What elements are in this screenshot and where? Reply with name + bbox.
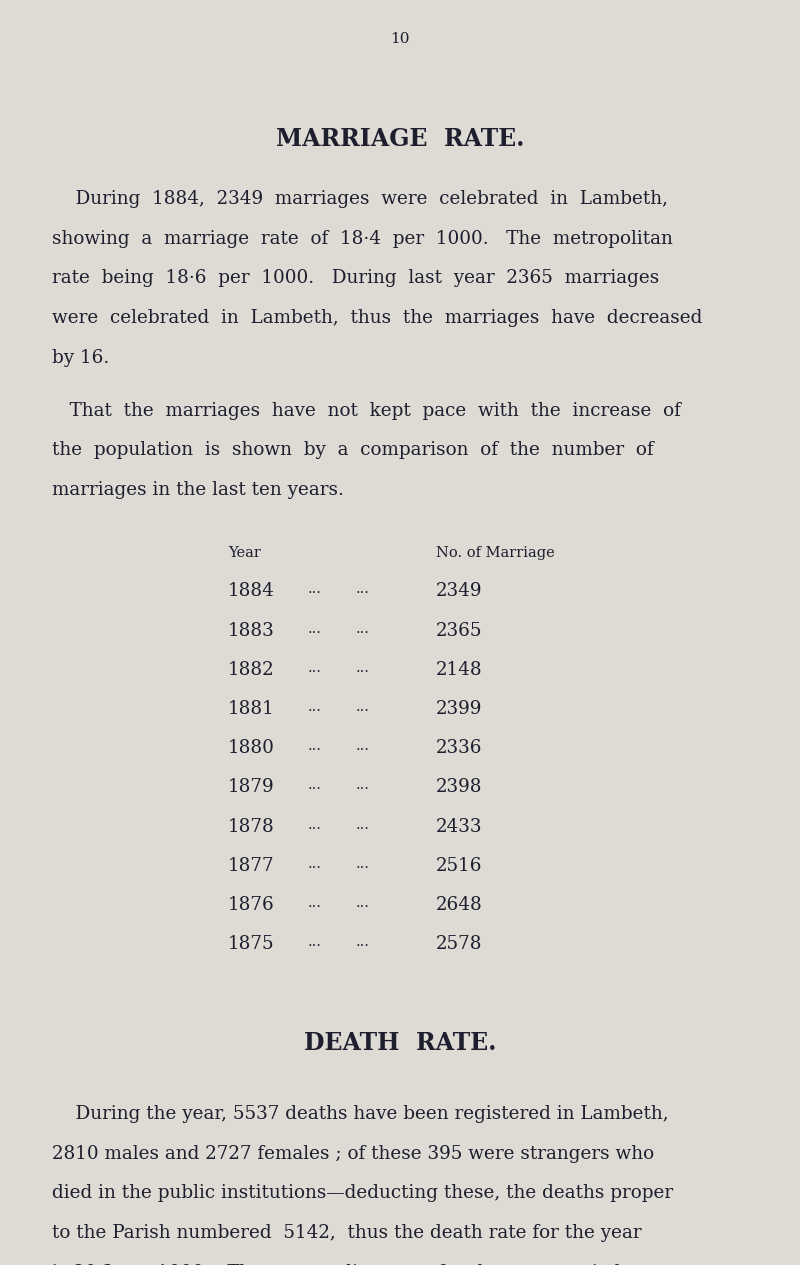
Text: 2433: 2433: [436, 817, 482, 836]
Text: 2336: 2336: [436, 739, 482, 758]
Text: 2148: 2148: [436, 660, 482, 679]
Text: ...: ...: [308, 935, 322, 949]
Text: 1884: 1884: [228, 582, 275, 601]
Text: 1879: 1879: [228, 778, 274, 797]
Text: died in the public institutions—deducting these, the deaths proper: died in the public institutions—deductin…: [52, 1184, 673, 1203]
Text: During  1884,  2349  marriages  were  celebrated  in  Lambeth,: During 1884, 2349 marriages were celebra…: [52, 190, 668, 207]
Text: 2810 males and 2727 females ; of these 395 were strangers who: 2810 males and 2727 females ; of these 3…: [52, 1145, 654, 1163]
Text: ...: ...: [308, 660, 322, 674]
Text: 10: 10: [390, 32, 410, 46]
Text: by 16.: by 16.: [52, 349, 110, 367]
Text: 1882: 1882: [228, 660, 274, 679]
Text: 2398: 2398: [436, 778, 482, 797]
Text: 1876: 1876: [228, 896, 274, 915]
Text: ...: ...: [308, 896, 322, 910]
Text: ...: ...: [308, 778, 322, 792]
Text: That  the  marriages  have  not  kept  pace  with  the  increase  of: That the marriages have not kept pace wi…: [52, 401, 681, 420]
Text: ...: ...: [308, 621, 322, 635]
Text: 2365: 2365: [436, 621, 482, 640]
Text: ...: ...: [308, 856, 322, 870]
Text: 1877: 1877: [228, 856, 274, 875]
Text: 2399: 2399: [436, 700, 482, 719]
Text: 2349: 2349: [436, 582, 482, 601]
Text: No. of Marriage: No. of Marriage: [436, 546, 554, 560]
Text: ...: ...: [308, 817, 322, 831]
Text: the  population  is  shown  by  a  comparison  of  the  number  of: the population is shown by a comparison …: [52, 441, 654, 459]
Text: marriages in the last ten years.: marriages in the last ten years.: [52, 481, 344, 500]
Text: During the year, 5537 deaths have been registered in Lambeth,: During the year, 5537 deaths have been r…: [52, 1104, 669, 1123]
Text: rate  being  18·6  per  1000.   During  last  year  2365  marriages: rate being 18·6 per 1000. During last ye…: [52, 269, 659, 287]
Text: ...: ...: [356, 700, 370, 713]
Text: ...: ...: [356, 817, 370, 831]
Text: ...: ...: [356, 582, 370, 596]
Text: ...: ...: [356, 896, 370, 910]
Text: ...: ...: [356, 856, 370, 870]
Text: ...: ...: [308, 700, 322, 713]
Text: 1881: 1881: [228, 700, 274, 719]
Text: ...: ...: [356, 660, 370, 674]
Text: ...: ...: [308, 582, 322, 596]
Text: Year: Year: [228, 546, 261, 560]
Text: were  celebrated  in  Lambeth,  thus  the  marriages  have  decreased: were celebrated in Lambeth, thus the mar…: [52, 309, 702, 328]
Text: 2648: 2648: [436, 896, 482, 915]
Text: 1878: 1878: [228, 817, 274, 836]
Text: 1875: 1875: [228, 935, 274, 954]
Text: 2578: 2578: [436, 935, 482, 954]
Text: 2516: 2516: [436, 856, 482, 875]
Text: to the Parish numbered  5142,  thus the death rate for the year: to the Parish numbered 5142, thus the de…: [52, 1225, 642, 1242]
Text: showing  a  marriage  rate  of  18·4  per  1000.   The  metropolitan: showing a marriage rate of 18·4 per 1000…: [52, 230, 673, 248]
Text: ...: ...: [356, 739, 370, 753]
Text: ...: ...: [356, 621, 370, 635]
Text: DEATH  RATE.: DEATH RATE.: [304, 1031, 496, 1055]
Text: 1883: 1883: [228, 621, 274, 640]
Text: ...: ...: [308, 739, 322, 753]
Text: ...: ...: [356, 935, 370, 949]
Text: MARRIAGE  RATE.: MARRIAGE RATE.: [276, 126, 524, 151]
Text: 1880: 1880: [228, 739, 275, 758]
Text: ...: ...: [356, 778, 370, 792]
